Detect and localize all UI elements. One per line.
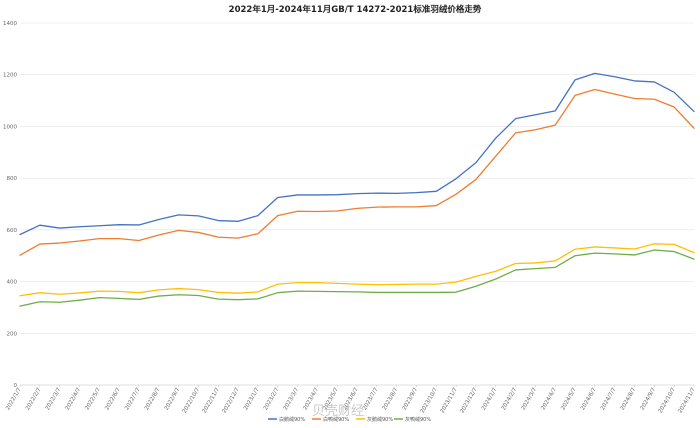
- gridlines: [20, 22, 694, 386]
- legend-item: 白鹅绒90%: [268, 416, 305, 423]
- series-lines: [19, 72, 695, 307]
- y-tick-label: 200: [7, 331, 18, 337]
- legend-label: 白鹅绒90%: [279, 416, 305, 423]
- legend-item: 灰鹅绒90%: [356, 416, 393, 423]
- legend-label: 白鸭绒90%: [323, 416, 349, 423]
- legend-label: 灰鸭绒90%: [405, 416, 431, 423]
- y-tick-label: 1400: [3, 21, 17, 27]
- y-tick-label: 400: [7, 280, 18, 286]
- series-line-0: [19, 72, 695, 236]
- series-line-3: [19, 249, 695, 307]
- legend-item: 灰鸭绒90%: [394, 416, 431, 423]
- y-tick-label: 1000: [3, 124, 17, 130]
- y-tick-label: 0: [14, 383, 18, 389]
- legend: 白鹅绒90% 白鸭绒90% 灰鹅绒90% 灰鸭绒90%: [268, 416, 431, 423]
- y-axis: 0 200 400 600 800 1000 1200 1400: [3, 21, 18, 389]
- legend-label: 灰鹅绒90%: [367, 416, 393, 423]
- series-line-2: [19, 243, 695, 297]
- chart-title: 2022年1月-2024年11月GB/T 14272-2021标准羽绒价格走势: [229, 4, 482, 15]
- watermark-text: 贝壳财经: [312, 404, 364, 419]
- legend-item: 白鸭绒90%: [312, 416, 349, 423]
- y-tick-label: 800: [7, 176, 18, 182]
- y-tick-label: 600: [7, 228, 18, 234]
- y-tick-label: 1200: [3, 73, 17, 79]
- series-line-1: [19, 88, 695, 256]
